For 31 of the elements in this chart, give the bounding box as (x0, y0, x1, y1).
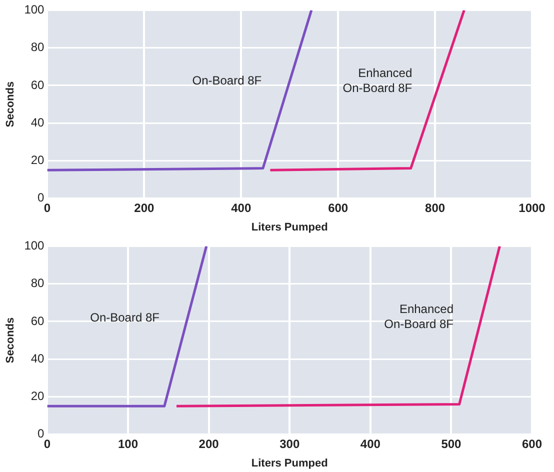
y-tick-label: 100 (24, 238, 45, 253)
x-tick-label: 300 (280, 436, 300, 451)
x-tick-label: 800 (425, 200, 446, 215)
x-tick-label: 400 (231, 200, 252, 215)
x-tick-label: 600 (522, 436, 542, 451)
series-label: Enhanced On-Board 8F (342, 66, 412, 96)
y-tick-label: 80 (30, 40, 45, 54)
series-label: Enhanced On-Board 8F (384, 302, 454, 332)
x-tick-label: 400 (360, 436, 381, 451)
y-tick-label: 0 (38, 426, 45, 441)
y-tick-label: 20 (30, 153, 45, 168)
x-tick-label: 600 (328, 200, 348, 215)
y-tick-label: 40 (30, 351, 45, 366)
y-tick-label: 60 (30, 78, 45, 92)
x-tick-label: 200 (198, 436, 220, 451)
y-tick-label: 80 (30, 276, 45, 290)
x-tick-label: 200 (134, 200, 155, 215)
text: On-Board 8F (192, 74, 262, 88)
y-tick-label: 60 (30, 314, 45, 328)
x-axis-title: Liters Pumped (251, 221, 328, 234)
x-tick-label: 1000 (518, 200, 546, 215)
x-axis-title: Liters Pumped (251, 457, 328, 470)
y-axis-title: Seconds (4, 81, 17, 128)
x-tick-label: 100 (118, 436, 138, 451)
y-tick-label: 40 (30, 115, 45, 130)
text: On-Board 8F (90, 310, 160, 324)
y-tick-label: 20 (30, 389, 45, 404)
x-tick-label: 500 (441, 436, 462, 451)
y-axis-title: Seconds (4, 317, 17, 364)
y-tick-label: 0 (38, 190, 45, 205)
y-tick-label: 100 (24, 2, 45, 17)
